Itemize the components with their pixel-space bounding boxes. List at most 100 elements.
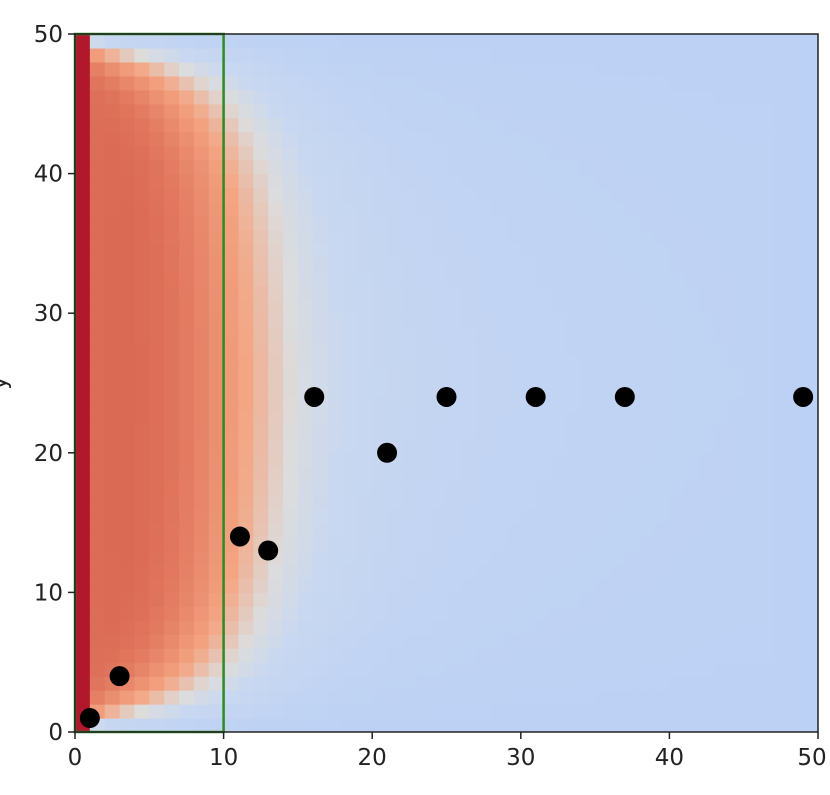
heatmap-cell — [253, 676, 269, 691]
heatmap-cell — [89, 145, 106, 161]
heatmap-cell — [164, 47, 180, 63]
heatmap-cell — [89, 75, 106, 91]
heatmap-cell — [238, 676, 254, 691]
heatmap-cell — [476, 396, 492, 412]
heatmap-cell — [639, 494, 656, 510]
heatmap-cell — [654, 690, 670, 705]
heatmap-cell — [803, 536, 818, 552]
heatmap-cell — [550, 564, 566, 580]
heatmap-cell — [684, 634, 700, 649]
heatmap-cell — [312, 662, 329, 677]
heatmap-cell — [149, 662, 165, 677]
heatmap-cell — [758, 424, 775, 440]
heatmap-cell — [446, 466, 462, 482]
heatmap-cell — [446, 243, 462, 258]
heatmap-cell — [595, 620, 611, 635]
heatmap-cell — [342, 550, 358, 566]
heatmap-cell — [699, 61, 715, 77]
heatmap-cell — [75, 103, 91, 119]
heatmap-cell — [342, 173, 358, 189]
heatmap-cell — [104, 452, 121, 468]
heatmap-cell — [327, 536, 344, 552]
heatmap-cell — [609, 592, 626, 607]
heatmap-cell — [372, 718, 388, 732]
heatmap-cell — [520, 313, 537, 328]
heatmap-cell — [401, 662, 418, 677]
heatmap-cell — [803, 676, 818, 691]
heatmap-cell — [713, 201, 730, 217]
heatmap-cell — [357, 550, 373, 566]
heatmap-cell — [431, 103, 448, 119]
heatmap-cell — [684, 662, 700, 677]
heatmap-cell — [134, 313, 150, 328]
heatmap-cell — [401, 117, 418, 133]
heatmap-cell — [788, 173, 804, 189]
heatmap-cell — [75, 215, 91, 231]
heatmap-cell — [297, 718, 314, 732]
heatmap-cell — [595, 550, 611, 566]
heatmap-cell — [520, 480, 537, 496]
heatmap-cell — [283, 410, 299, 426]
heatmap-cell — [520, 89, 537, 105]
heatmap-cell — [297, 369, 314, 384]
heatmap-cell — [387, 648, 403, 663]
heatmap-cell — [253, 47, 269, 63]
heatmap-cell — [728, 341, 745, 356]
heatmap-cells — [75, 34, 818, 732]
heatmap-cell — [743, 564, 760, 580]
heatmap-cell — [713, 313, 730, 328]
heatmap-cell — [446, 410, 462, 426]
heatmap-cell — [580, 159, 596, 175]
heatmap-cell — [446, 355, 462, 370]
heatmap-cell — [728, 271, 745, 286]
heatmap-cell — [238, 145, 254, 161]
heatmap-cell — [520, 103, 537, 119]
heatmap-cell — [446, 117, 462, 133]
heatmap-cell — [609, 229, 626, 244]
heatmap-cell — [669, 103, 685, 119]
heatmap-cell — [565, 648, 581, 663]
heatmap-cell — [401, 257, 418, 272]
heatmap-cell — [238, 592, 254, 607]
heatmap-cell — [684, 201, 700, 217]
heatmap-cell — [89, 606, 106, 621]
heatmap-cell — [699, 215, 715, 231]
heatmap-cell — [223, 438, 240, 454]
heatmap-cell — [416, 676, 433, 691]
heatmap-cell — [387, 522, 403, 538]
heatmap-cell — [669, 466, 685, 482]
heatmap-cell — [238, 369, 254, 384]
heatmap-cell — [119, 229, 136, 244]
heatmap-cell — [75, 299, 91, 314]
heatmap-cell — [238, 494, 254, 510]
heatmap-cell — [401, 131, 418, 147]
heatmap-cell — [491, 396, 507, 412]
heatmap-cell — [387, 466, 403, 482]
heatmap-cell — [609, 676, 626, 691]
heatmap-cell — [134, 578, 150, 593]
heatmap-cell — [565, 662, 581, 677]
heatmap-cell — [788, 522, 804, 538]
heatmap-cell — [134, 606, 150, 621]
heatmap-cell — [208, 299, 225, 314]
heatmap-cell — [669, 410, 685, 426]
heatmap-cell — [743, 61, 760, 77]
heatmap-cell — [505, 313, 522, 328]
heatmap-cell — [743, 313, 760, 328]
heatmap-cell — [535, 704, 552, 719]
heatmap-cell — [431, 271, 448, 286]
heatmap-cell — [104, 327, 121, 342]
heatmap-cell — [223, 341, 240, 356]
heatmap-cell — [149, 564, 165, 580]
heatmap-cell — [134, 89, 150, 105]
heatmap-cell — [461, 103, 477, 119]
heatmap-cell — [669, 257, 685, 272]
heatmap-cell — [253, 410, 269, 426]
heatmap-cell — [728, 369, 745, 384]
heatmap-cell — [758, 47, 775, 63]
heatmap-cell — [624, 718, 641, 732]
heatmap-cell — [312, 271, 329, 286]
heatmap-cell — [669, 243, 685, 258]
heatmap-cell — [372, 173, 388, 189]
heatmap-cell — [253, 383, 269, 398]
